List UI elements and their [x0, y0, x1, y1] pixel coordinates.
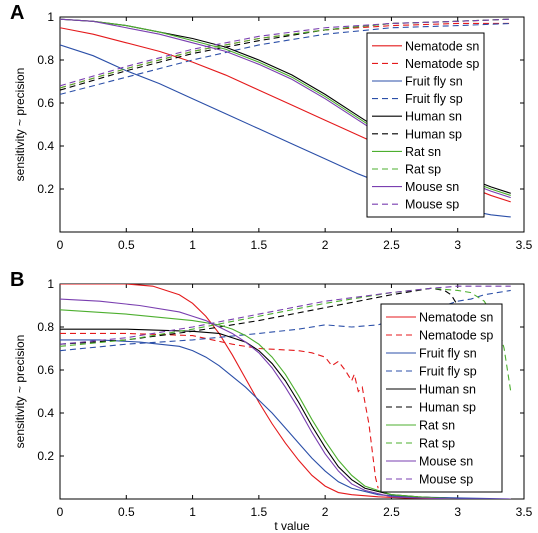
legend-label: Rat sn	[405, 145, 441, 159]
x-tick-label: 0.5	[118, 505, 135, 519]
series-line-nematode-sn	[60, 284, 511, 499]
legend-label: Nematode sn	[405, 39, 479, 53]
y-tick-label: 0.2	[37, 449, 54, 463]
legend-label: Rat sp	[419, 437, 455, 451]
legend-label: Mouse sn	[405, 180, 459, 194]
x-tick-label: 1.5	[251, 238, 268, 252]
series-line-human-sp	[60, 287, 465, 345]
legend-label: Fruit fly sp	[419, 365, 477, 379]
y-axis-label: sensitivity ~ precision	[13, 335, 27, 449]
x-tick-label: 1.5	[251, 505, 268, 519]
x-tick-label: 1	[189, 505, 196, 519]
x-tick-label: 2	[322, 238, 329, 252]
panel-letter: A	[10, 2, 24, 24]
x-tick-label: 2.5	[383, 505, 400, 519]
legend-label: Fruit fly sn	[405, 75, 463, 89]
legend-label: Rat sn	[419, 419, 455, 433]
legend: Nematode sn Nematode sp Fruit fly sn Fruit …	[380, 303, 503, 493]
series-line-mouse-sn	[60, 298, 511, 499]
series-lines	[60, 18, 511, 218]
x-tick-label: 3.5	[516, 505, 533, 519]
y-tick-label: 0.8	[37, 53, 54, 67]
series-line-mouse-sp	[60, 285, 511, 345]
x-tick-label: 2	[322, 505, 329, 519]
y-tick-label: 0.4	[37, 139, 54, 153]
y-tick-label: 0.4	[37, 406, 54, 420]
panel-b: B 0 0.5 1 1.5 2 2.5 3 3.5 0.2 0.4 0.6 0.8 1 sensitivit…	[10, 269, 533, 533]
x-tick-label: 0.5	[118, 238, 135, 252]
legend-label: Human sn	[405, 110, 462, 124]
series-lines	[60, 284, 512, 499]
x-tick-label: 0	[57, 238, 64, 252]
x-tick-label: 3	[454, 505, 461, 519]
legend-label: Nematode sp	[419, 329, 493, 343]
legend-label: Fruit fly sp	[405, 92, 463, 106]
y-axis-label: sensitivity ~ precision	[13, 68, 27, 182]
x-tick-label: 1	[189, 238, 196, 252]
legend: Nematode sn Nematode sp Fruit fly sn Fruit …	[366, 32, 485, 218]
x-tick-label: 0	[57, 505, 64, 519]
y-tick-label: 0.2	[37, 182, 54, 196]
y-tick-label: 1	[47, 10, 54, 24]
legend-label: Human sn	[419, 383, 476, 397]
panel-letter: B	[10, 269, 24, 291]
x-tick-label: 3	[454, 238, 461, 252]
series-line-mouse-sp	[60, 18, 511, 87]
legend-label: Nematode sn	[419, 311, 493, 325]
legend-label: Mouse sp	[405, 198, 459, 212]
y-tick-label: 0.8	[37, 320, 54, 334]
legend-label: Fruit fly sn	[419, 347, 477, 361]
series-line-nematode-sp	[60, 332, 379, 489]
y-tick-label: 1	[47, 277, 54, 291]
x-axis-label: t value	[274, 519, 310, 533]
series-line-fruit-fly-sp	[60, 22, 511, 95]
x-tick-label: 2.5	[383, 238, 400, 252]
y-tick-label: 0.6	[37, 96, 54, 110]
legend-label: Nematode sp	[405, 57, 479, 71]
panel-a: A 0 0.5 1 1.5 2 2.5 3 3.5 0.2 0.4 0.6 0.8 1 sensitivit…	[10, 2, 533, 252]
y-tick-label: 0.6	[37, 363, 54, 377]
series-line-rat-sn	[60, 309, 511, 499]
legend-label: Human sp	[405, 127, 462, 141]
legend-label: Human sp	[419, 401, 476, 415]
legend-label: Mouse sp	[419, 473, 473, 487]
legend-label: Mouse sn	[419, 455, 473, 469]
x-tick-label: 3.5	[516, 238, 533, 252]
series-line-fruit-fly-sn	[60, 339, 511, 499]
legend-label: Rat sp	[405, 163, 441, 177]
